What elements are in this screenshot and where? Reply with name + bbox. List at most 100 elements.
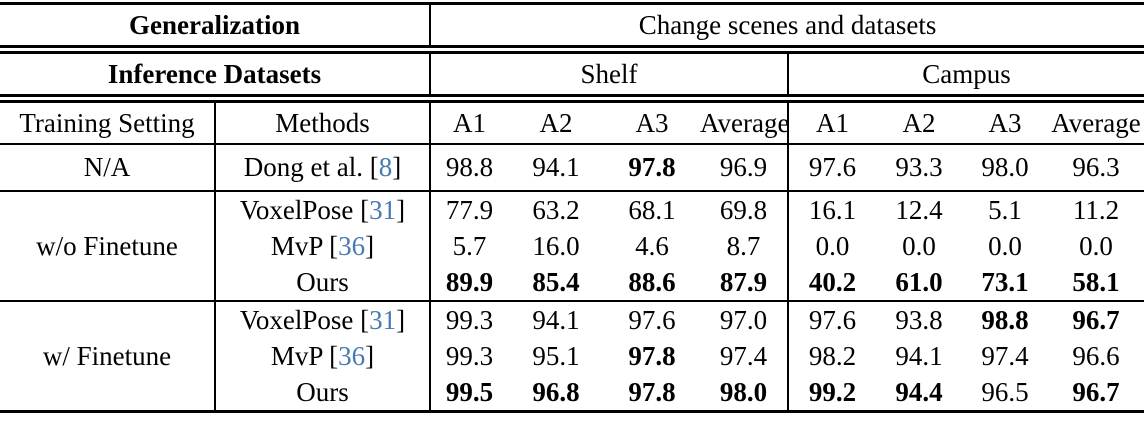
value-cell: 5.1 [988, 194, 1022, 225]
value-cell: 85.4 [532, 266, 580, 297]
shelf-group-header: Shelf [429, 49, 788, 103]
col-header-campus-a3: A3 [962, 98, 1048, 145]
value-cell: 97.8 [628, 376, 676, 407]
table-row-dong: N/A Dong et al. [8] 98.8 94.1 97.8 96.9 … [0, 144, 1144, 191]
value-cell: 94.4 [895, 376, 943, 407]
method-cell: MvP [36] [214, 338, 430, 374]
bracket-close: ] [365, 340, 375, 371]
citation-link[interactable]: 31 [369, 194, 397, 225]
inference-datasets-header: Inference Datasets [0, 49, 430, 103]
value-cell: 97.6 [787, 301, 876, 338]
col-header-campus-a2: A2 [876, 98, 962, 145]
value-cell: 95.1 [532, 340, 580, 371]
training-setting-cell-wo-finetune: w/o Finetune [36, 230, 178, 261]
table-row: Generalization Change scenes and dataset… [0, 3, 1144, 54]
method-name: MvP [ [270, 340, 339, 371]
value-cell: 93.8 [895, 304, 943, 335]
value-cell: 16.1 [787, 191, 876, 228]
citation-link[interactable]: 36 [338, 230, 366, 261]
value-cell: 96.7 [1072, 304, 1120, 335]
col-header-shelf-a1: A1 [429, 98, 508, 145]
bracket-close: ] [396, 304, 406, 335]
value-cell: 16.0 [532, 230, 580, 261]
col-header-shelf-a2: A2 [508, 98, 604, 145]
value-cell: 98.8 [981, 304, 1029, 335]
citation-link[interactable]: 31 [369, 304, 397, 335]
table-row: Training Setting Methods A1 A2 A3 Averag… [0, 98, 1144, 145]
campus-group-header: Campus [786, 49, 1144, 103]
bracket-close: ] [396, 194, 406, 225]
value-cell: 73.1 [981, 266, 1029, 297]
value-cell: 97.6 [787, 144, 876, 191]
value-cell: 87.9 [719, 266, 768, 297]
generalization-header: Generalization [0, 3, 430, 54]
value-cell: 97.8 [628, 152, 676, 182]
value-cell: 77.9 [429, 191, 508, 228]
value-cell: 94.1 [532, 152, 580, 182]
table-row-mvp-w: MvP [36] 99.3 95.1 97.8 97.4 98.2 94.1 9… [0, 338, 1144, 374]
method-cell: VoxelPose [31] [214, 301, 430, 338]
training-setting-header: Training Setting [0, 98, 215, 145]
method-cell: Ours [214, 374, 430, 412]
value-cell: 0.0 [902, 230, 936, 261]
citation-link[interactable]: 8 [378, 152, 393, 182]
value-cell: 61.0 [895, 266, 943, 297]
value-cell: 96.9 [719, 152, 768, 182]
value-cell: 96.5 [981, 376, 1029, 407]
training-setting-cell-na: N/A [83, 152, 131, 182]
table-row: Inference Datasets Shelf Campus [0, 49, 1144, 103]
col-header-shelf-a3: A3 [604, 98, 700, 145]
value-cell: 94.1 [895, 340, 943, 371]
value-cell: 68.1 [628, 194, 676, 225]
value-cell: 0.0 [787, 228, 876, 264]
method-name: Dong et al. [ [243, 152, 379, 182]
citation-link[interactable]: 36 [338, 340, 366, 371]
col-header-campus-a1: A1 [787, 98, 876, 145]
value-cell: 97.4 [981, 340, 1029, 371]
value-cell: 69.8 [719, 194, 768, 225]
value-cell: 99.5 [429, 374, 508, 412]
value-cell: 88.6 [628, 266, 676, 297]
table-row-ours-wo: Ours 89.9 85.4 88.6 87.9 40.2 61.0 73.1 … [0, 264, 1144, 301]
value-cell: 99.2 [787, 374, 876, 412]
value-cell: 63.2 [532, 194, 580, 225]
generalization-results-table: Generalization Change scenes and dataset… [0, 2, 1144, 413]
table-row-voxelpose-wo: w/o Finetune VoxelPose [31] 77.9 63.2 68… [0, 191, 1144, 261]
value-cell: 96.8 [532, 376, 580, 407]
value-cell: 97.4 [719, 340, 768, 371]
table-row-mvp-wo: MvP [36] 5.7 16.0 4.6 8.7 0.0 0.0 0.0 0.… [0, 228, 1144, 264]
value-cell: 94.1 [532, 304, 580, 335]
value-cell: 96.6 [1072, 340, 1120, 371]
method-name: Ours [296, 376, 349, 407]
value-cell: 40.2 [787, 264, 876, 301]
value-cell: 97.6 [628, 304, 676, 335]
training-setting-cell-w-finetune: w/ Finetune [42, 340, 172, 371]
table-row-ours-w: Ours 99.5 96.8 97.8 98.0 99.2 94.4 96.5 … [0, 374, 1144, 412]
value-cell: 58.1 [1072, 266, 1120, 297]
col-header-campus-average: Average [1048, 98, 1144, 145]
value-cell: 98.8 [429, 144, 508, 191]
value-cell: 5.7 [429, 228, 508, 264]
value-cell: 96.7 [1072, 376, 1120, 407]
value-cell: 0.0 [988, 230, 1022, 261]
value-cell: 12.4 [895, 194, 943, 225]
bracket-close: ] [392, 152, 402, 182]
value-cell: 8.7 [726, 230, 761, 261]
value-cell: 98.0 [981, 152, 1029, 182]
value-cell: 4.6 [635, 230, 669, 261]
value-cell: 99.3 [429, 338, 508, 374]
value-cell: 98.2 [787, 338, 876, 374]
method-cell: VoxelPose [31] [214, 191, 430, 228]
value-cell: 96.3 [1072, 152, 1120, 182]
method-cell: Dong et al. [8] [214, 144, 430, 191]
value-cell: 98.0 [719, 376, 768, 407]
table-row-voxelpose-w: w/ Finetune VoxelPose [31] 99.3 94.1 97.… [0, 301, 1144, 371]
method-name: VoxelPose [ [239, 194, 370, 225]
value-cell: 99.3 [429, 301, 508, 338]
value-cell: 93.3 [895, 152, 943, 182]
value-cell: 89.9 [429, 264, 508, 301]
method-name: MvP [ [270, 230, 339, 261]
methods-header: Methods [214, 98, 430, 145]
bracket-close: ] [365, 230, 375, 261]
method-cell: MvP [36] [214, 228, 430, 264]
